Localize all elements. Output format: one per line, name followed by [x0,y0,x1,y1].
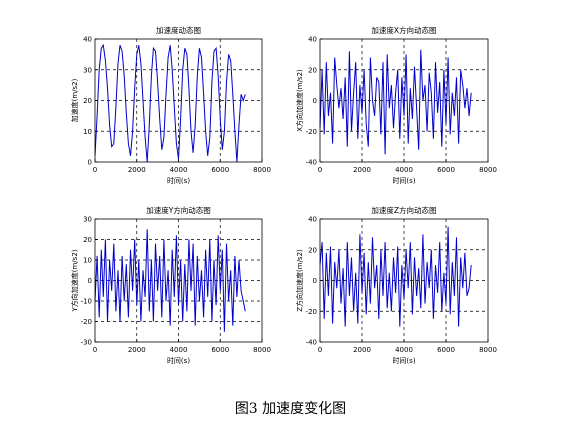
y-tick-label: 0 [313,277,317,285]
y-tick-label: 0 [88,159,92,167]
y-axis-label: X方向加速度(m/s2) [295,69,304,132]
y-tick-label: -20 [81,318,92,326]
y-tick-label: 20 [83,97,92,105]
x-tick-label: 6000 [437,346,455,354]
series-line [319,49,472,155]
x-axis-label: 时间(s) [392,176,415,185]
x-axis-label: 时间(s) [392,356,415,365]
chart-title: 加速度Y方向动态图 [146,205,211,215]
y-axis-label: Y方向加速度(m/s2) [70,249,79,312]
series-line [94,229,246,332]
y-tick-label: 20 [308,246,317,254]
x-tick-label: 2000 [128,166,146,174]
series-line [94,43,246,163]
y-tick-label: 20 [83,236,92,244]
y-tick-label: -30 [81,339,92,347]
x-tick-label: 0 [318,346,322,354]
x-tick-label: 2000 [353,166,371,174]
y-tick-label: 40 [308,216,317,224]
x-tick-label: 8000 [479,166,497,174]
chart-title: 加速度Z方向动态图 [371,205,436,215]
x-tick-label: 4000 [395,166,413,174]
y-tick-label: 30 [83,66,92,74]
chart-panel-2: 0 2000 4000 6000 8000 -40 -20 0 20 40 加速度X方向动态图时间(… [295,25,497,185]
y-tick-label: 0 [88,277,92,285]
x-tick-label: 0 [93,346,97,354]
chart-title: 加速度X方向动态图 [371,25,436,35]
x-tick-label: 4000 [395,346,413,354]
y-tick-label: 40 [83,36,92,44]
y-tick-label: -40 [306,339,317,347]
y-tick-label: 20 [308,66,317,74]
y-tick-label: 30 [83,216,92,224]
series-line [319,226,472,327]
chart-panel-4: 0 2000 4000 6000 8000 -40 -20 0 20 40 加速度Z方向动态图时间(… [295,205,497,365]
x-tick-label: 6000 [211,346,229,354]
x-tick-label: 2000 [353,346,371,354]
x-tick-label: 8000 [479,346,497,354]
y-tick-label: 40 [308,36,317,44]
y-tick-label: 10 [83,128,92,136]
x-tick-label: 0 [318,166,322,174]
x-tick-label: 6000 [211,166,229,174]
y-tick-label: -40 [306,159,317,167]
x-tick-label: 2000 [128,346,146,354]
x-axis-label: 时间(s) [167,176,190,185]
x-tick-label: 4000 [170,166,188,174]
x-tick-label: 0 [93,166,97,174]
figure-caption: 图3 加速度变化图 [234,401,347,417]
x-tick-label: 6000 [437,166,455,174]
y-tick-label: 10 [83,257,92,265]
y-tick-label: -20 [306,128,317,136]
y-axis-label: 加速度(m/s2) [70,78,79,122]
chart-panel-3: 0 2000 4000 6000 8000 -30 -20 -10 0 10 20 30 加速度Y方向动… [70,205,271,365]
y-axis-label: Z方向加速度(m/s2) [295,249,304,312]
x-tick-label: 8000 [253,346,271,354]
x-tick-label: 8000 [253,166,271,174]
x-axis-label: 时间(s) [167,356,190,365]
chart-title: 加速度动态图 [156,25,201,35]
x-tick-label: 4000 [170,346,188,354]
y-tick-label: 0 [313,97,317,105]
y-tick-label: -20 [306,308,317,316]
y-tick-label: -10 [81,298,92,306]
